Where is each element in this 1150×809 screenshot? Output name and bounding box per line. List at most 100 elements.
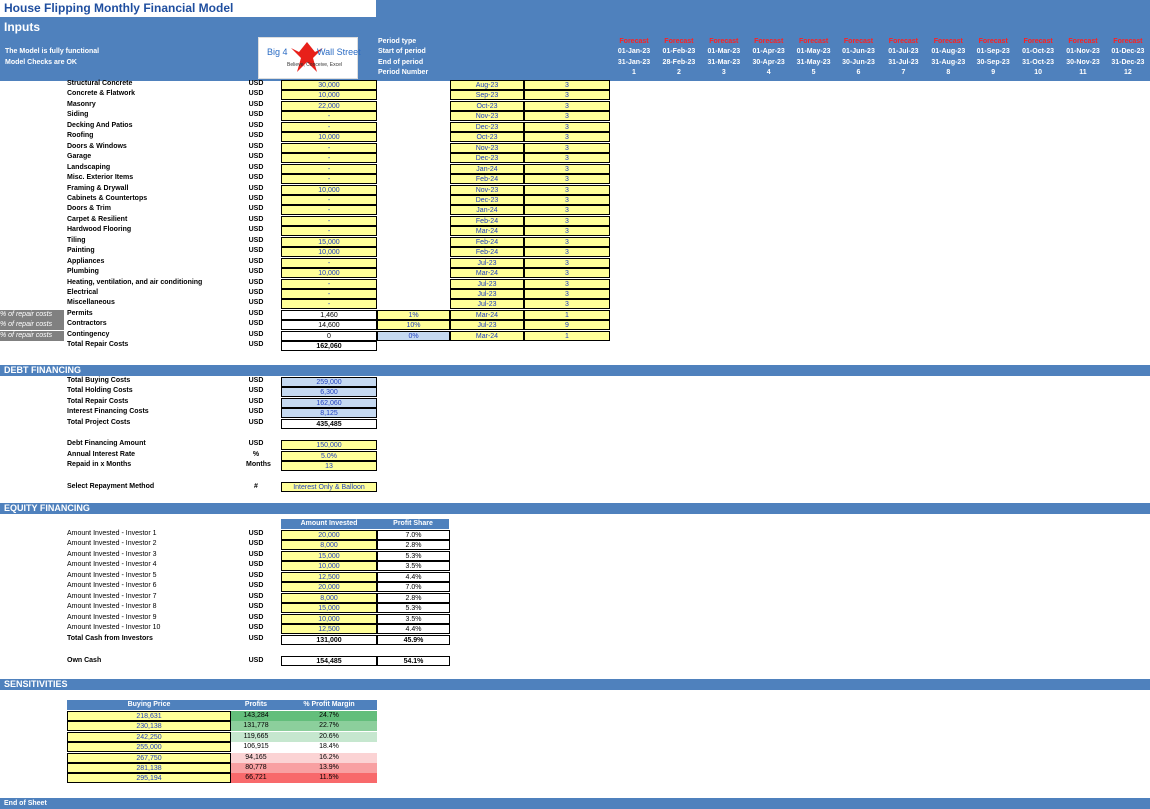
repair-month-input[interactable]: Feb-24 xyxy=(450,174,524,185)
pct-row-duration-input[interactable]: 9 xyxy=(524,320,610,331)
repair-month-input[interactable]: Oct-23 xyxy=(450,100,524,111)
repair-amount-input[interactable]: - xyxy=(281,299,377,310)
repair-duration-input[interactable]: 3 xyxy=(524,132,610,143)
repair-amount-input[interactable]: - xyxy=(281,163,377,174)
debt-input-field[interactable]: 150,000 xyxy=(281,440,377,450)
pct-row-month-input[interactable]: Mar-24 xyxy=(450,309,524,320)
repair-month-input[interactable]: Jan-24 xyxy=(450,163,524,174)
investor-amount-input[interactable]: 20,000 xyxy=(281,530,377,540)
repair-amount-input[interactable]: - xyxy=(281,121,377,132)
investor-amount-input[interactable]: 15,000 xyxy=(281,603,377,614)
repair-duration-input[interactable]: 3 xyxy=(524,205,610,216)
repair-amount-input[interactable]: - xyxy=(281,257,377,268)
repair-amount-input[interactable]: - xyxy=(281,153,377,164)
pct-row-duration-input[interactable]: 1 xyxy=(524,309,610,320)
debt-input-field[interactable]: 5.0% xyxy=(281,450,377,461)
repair-month-input[interactable]: Sep-23 xyxy=(450,90,524,101)
repair-month-input[interactable]: Nov-23 xyxy=(450,111,524,122)
repair-amount-input[interactable]: 10,000 xyxy=(281,184,377,195)
investor-share: 3.5% xyxy=(377,561,450,572)
repayment-method-select[interactable]: Interest Only & Balloon xyxy=(281,482,377,492)
repair-duration-input[interactable]: 3 xyxy=(524,184,610,195)
repair-month-input[interactable]: Feb-24 xyxy=(450,215,524,226)
repair-amount-input[interactable]: 22,000 xyxy=(281,100,377,111)
investor-amount-input[interactable]: 8,000 xyxy=(281,592,377,603)
pct-row-duration-input[interactable]: 1 xyxy=(524,330,610,341)
repair-month-input[interactable]: Dec-23 xyxy=(450,153,524,164)
repair-month-input[interactable]: Dec-23 xyxy=(450,121,524,132)
repair-duration-input[interactable]: 3 xyxy=(524,153,610,164)
repair-duration-input[interactable]: 3 xyxy=(524,236,610,247)
sensitivity-price-input[interactable]: 218,631 xyxy=(67,711,231,721)
sensitivity-price-input[interactable]: 281,138 xyxy=(67,763,231,773)
repair-duration-input[interactable]: 3 xyxy=(524,268,610,279)
repair-month-input[interactable]: Feb-24 xyxy=(450,236,524,247)
pct-input[interactable]: 10% xyxy=(377,320,450,331)
repair-amount-input[interactable]: - xyxy=(281,215,377,226)
investor-amount-input[interactable]: 12,500 xyxy=(281,624,377,635)
repair-month-input[interactable]: Mar-24 xyxy=(450,226,524,237)
sensitivity-price-input[interactable]: 255,000 xyxy=(67,742,231,753)
sensitivity-price-input[interactable]: 242,250 xyxy=(67,731,231,742)
pct-row-month-input[interactable]: Mar-24 xyxy=(450,330,524,341)
repair-duration-input[interactable]: 3 xyxy=(524,142,610,153)
repair-month-input[interactable]: Feb-24 xyxy=(450,247,524,258)
investor-amount-input[interactable]: 10,000 xyxy=(281,613,377,624)
repair-month-input[interactable]: Oct-23 xyxy=(450,132,524,143)
repair-amount-input[interactable]: - xyxy=(281,142,377,153)
repair-amount-input[interactable]: 15,000 xyxy=(281,236,377,247)
repair-month-input[interactable]: Aug-23 xyxy=(450,80,524,90)
repair-month-input[interactable]: Dec-23 xyxy=(450,194,524,205)
repair-month-input[interactable]: Nov-23 xyxy=(450,184,524,195)
period-end: 31-Dec-23 xyxy=(1111,59,1145,66)
repair-amount-input[interactable]: 10,000 xyxy=(281,90,377,101)
sensitivity-price-input[interactable]: 267,750 xyxy=(67,752,231,763)
repair-month-input[interactable]: Jul-23 xyxy=(450,257,524,268)
repair-month-input[interactable]: Jul-23 xyxy=(450,289,524,299)
investor-amount-input[interactable]: 20,000 xyxy=(281,582,377,593)
repair-amount-input[interactable]: 30,000 xyxy=(281,80,377,90)
sensitivity-price-input[interactable]: 230,138 xyxy=(67,721,231,732)
repair-amount-input[interactable]: 10,000 xyxy=(281,247,377,258)
repair-duration-input[interactable]: 3 xyxy=(524,215,610,226)
repair-duration-input[interactable]: 3 xyxy=(524,278,610,289)
investor-amount-input[interactable]: 12,500 xyxy=(281,571,377,582)
repair-duration-input[interactable]: 3 xyxy=(524,174,610,185)
repair-duration-input[interactable]: 3 xyxy=(524,194,610,205)
repair-amount-input[interactable]: - xyxy=(281,111,377,122)
repair-duration-input[interactable]: 3 xyxy=(524,111,610,122)
repair-amount-input[interactable]: - xyxy=(281,174,377,185)
repair-duration-input[interactable]: 3 xyxy=(524,289,610,299)
repair-amount-input[interactable]: - xyxy=(281,278,377,289)
repair-duration-input[interactable]: 3 xyxy=(524,163,610,174)
debt-input-field[interactable]: 13 xyxy=(281,461,377,472)
repair-duration-input[interactable]: 3 xyxy=(524,257,610,268)
repair-amount-input[interactable]: - xyxy=(281,194,377,205)
investor-amount-input[interactable]: 10,000 xyxy=(281,561,377,572)
investor-label: Amount Invested - Investor 8 xyxy=(67,603,157,611)
pct-input[interactable]: 0% xyxy=(377,330,450,341)
pct-row-month-input[interactable]: Jul-23 xyxy=(450,320,524,331)
repair-amount-input[interactable]: - xyxy=(281,226,377,237)
repair-duration-input[interactable]: 3 xyxy=(524,226,610,237)
repair-duration-input[interactable]: 3 xyxy=(524,121,610,132)
sensitivity-price-input[interactable]: 295,194 xyxy=(67,773,231,784)
repair-amount-input[interactable]: - xyxy=(281,205,377,216)
investor-amount-input[interactable]: 15,000 xyxy=(281,550,377,561)
repair-duration-input[interactable]: 3 xyxy=(524,247,610,258)
pct-input[interactable]: 1% xyxy=(377,309,450,320)
repair-month-input[interactable]: Jul-23 xyxy=(450,278,524,289)
investor-label: Amount Invested - Investor 4 xyxy=(67,561,157,569)
repair-month-input[interactable]: Jul-23 xyxy=(450,299,524,310)
repair-duration-input[interactable]: 3 xyxy=(524,90,610,101)
repair-month-input[interactable]: Jan-24 xyxy=(450,205,524,216)
repair-amount-input[interactable]: - xyxy=(281,289,377,299)
investor-amount-input[interactable]: 8,000 xyxy=(281,540,377,551)
repair-amount-input[interactable]: 10,000 xyxy=(281,268,377,279)
repair-month-input[interactable]: Mar-24 xyxy=(450,268,524,279)
repair-duration-input[interactable]: 3 xyxy=(524,299,610,310)
repair-duration-input[interactable]: 3 xyxy=(524,80,610,90)
repair-amount-input[interactable]: 10,000 xyxy=(281,132,377,143)
repair-duration-input[interactable]: 3 xyxy=(524,100,610,111)
repair-month-input[interactable]: Nov-23 xyxy=(450,142,524,153)
